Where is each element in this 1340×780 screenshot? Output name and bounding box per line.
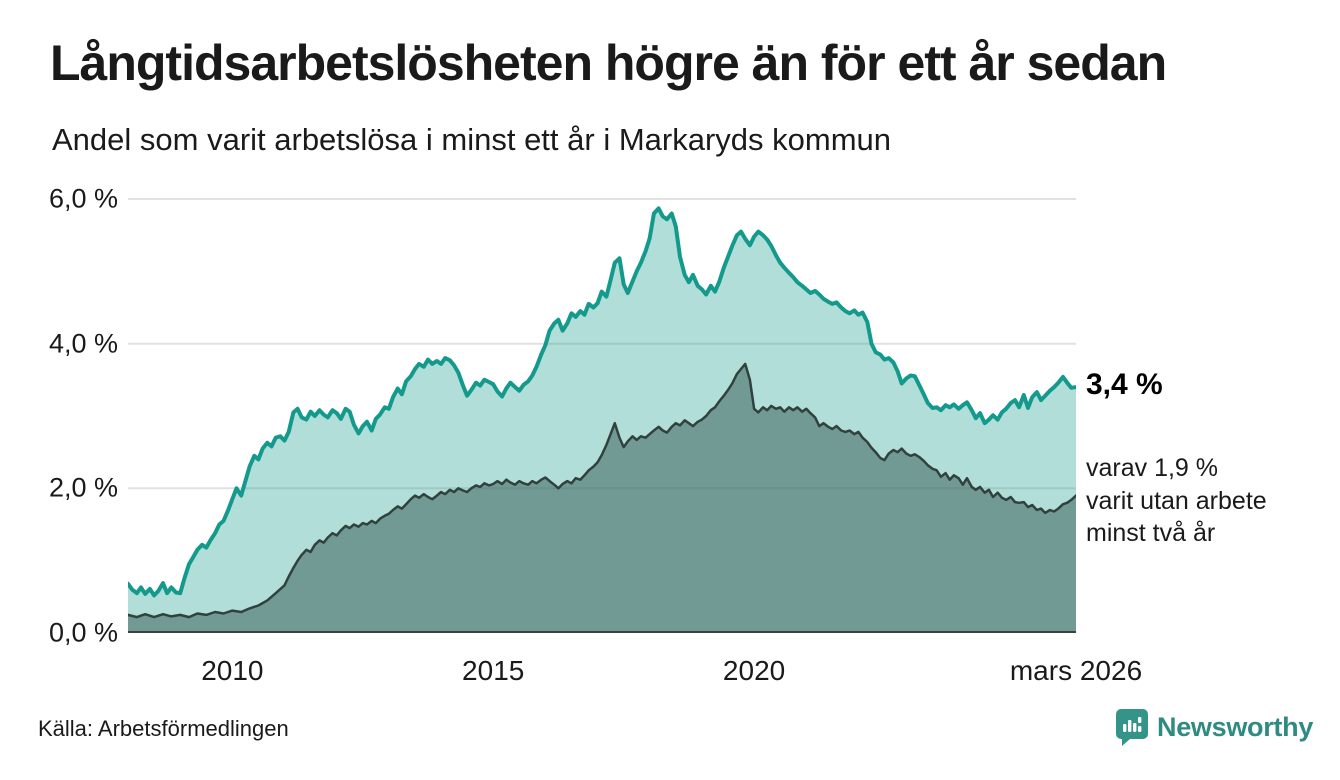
y-tick-label: 0,0 %: [48, 617, 118, 648]
source-credit: Källa: Arbetsförmedlingen: [38, 716, 289, 741]
x-tick-label: mars 2026: [1009, 655, 1143, 686]
newsworthy-logo: Newsworthy: [1115, 708, 1313, 746]
x-tick-label: 2010: [201, 655, 264, 686]
x-tick-label: 2015: [462, 655, 525, 686]
newsworthy-bubble-icon: [1116, 709, 1148, 746]
y-tick-label: 4,0 %: [48, 328, 118, 359]
chart-title: Långtidsarbetslösheten högre än för ett …: [50, 35, 1167, 91]
y-tick-label: 6,0 %: [48, 183, 118, 214]
area-chart: [128, 198, 1076, 633]
chart-subtitle: Andel som varit arbetslösa i minst ett å…: [52, 122, 891, 157]
x-tick-label: 2020: [722, 655, 786, 686]
y-tick-label: 2,0 %: [48, 472, 118, 503]
secondary-series-annotation: varav 1,9 % varit utan arbete minst två …: [1086, 454, 1267, 547]
newsworthy-wordmark: Newsworthy: [1157, 711, 1314, 742]
series-end-value-label: 3,4 %: [1086, 368, 1163, 401]
